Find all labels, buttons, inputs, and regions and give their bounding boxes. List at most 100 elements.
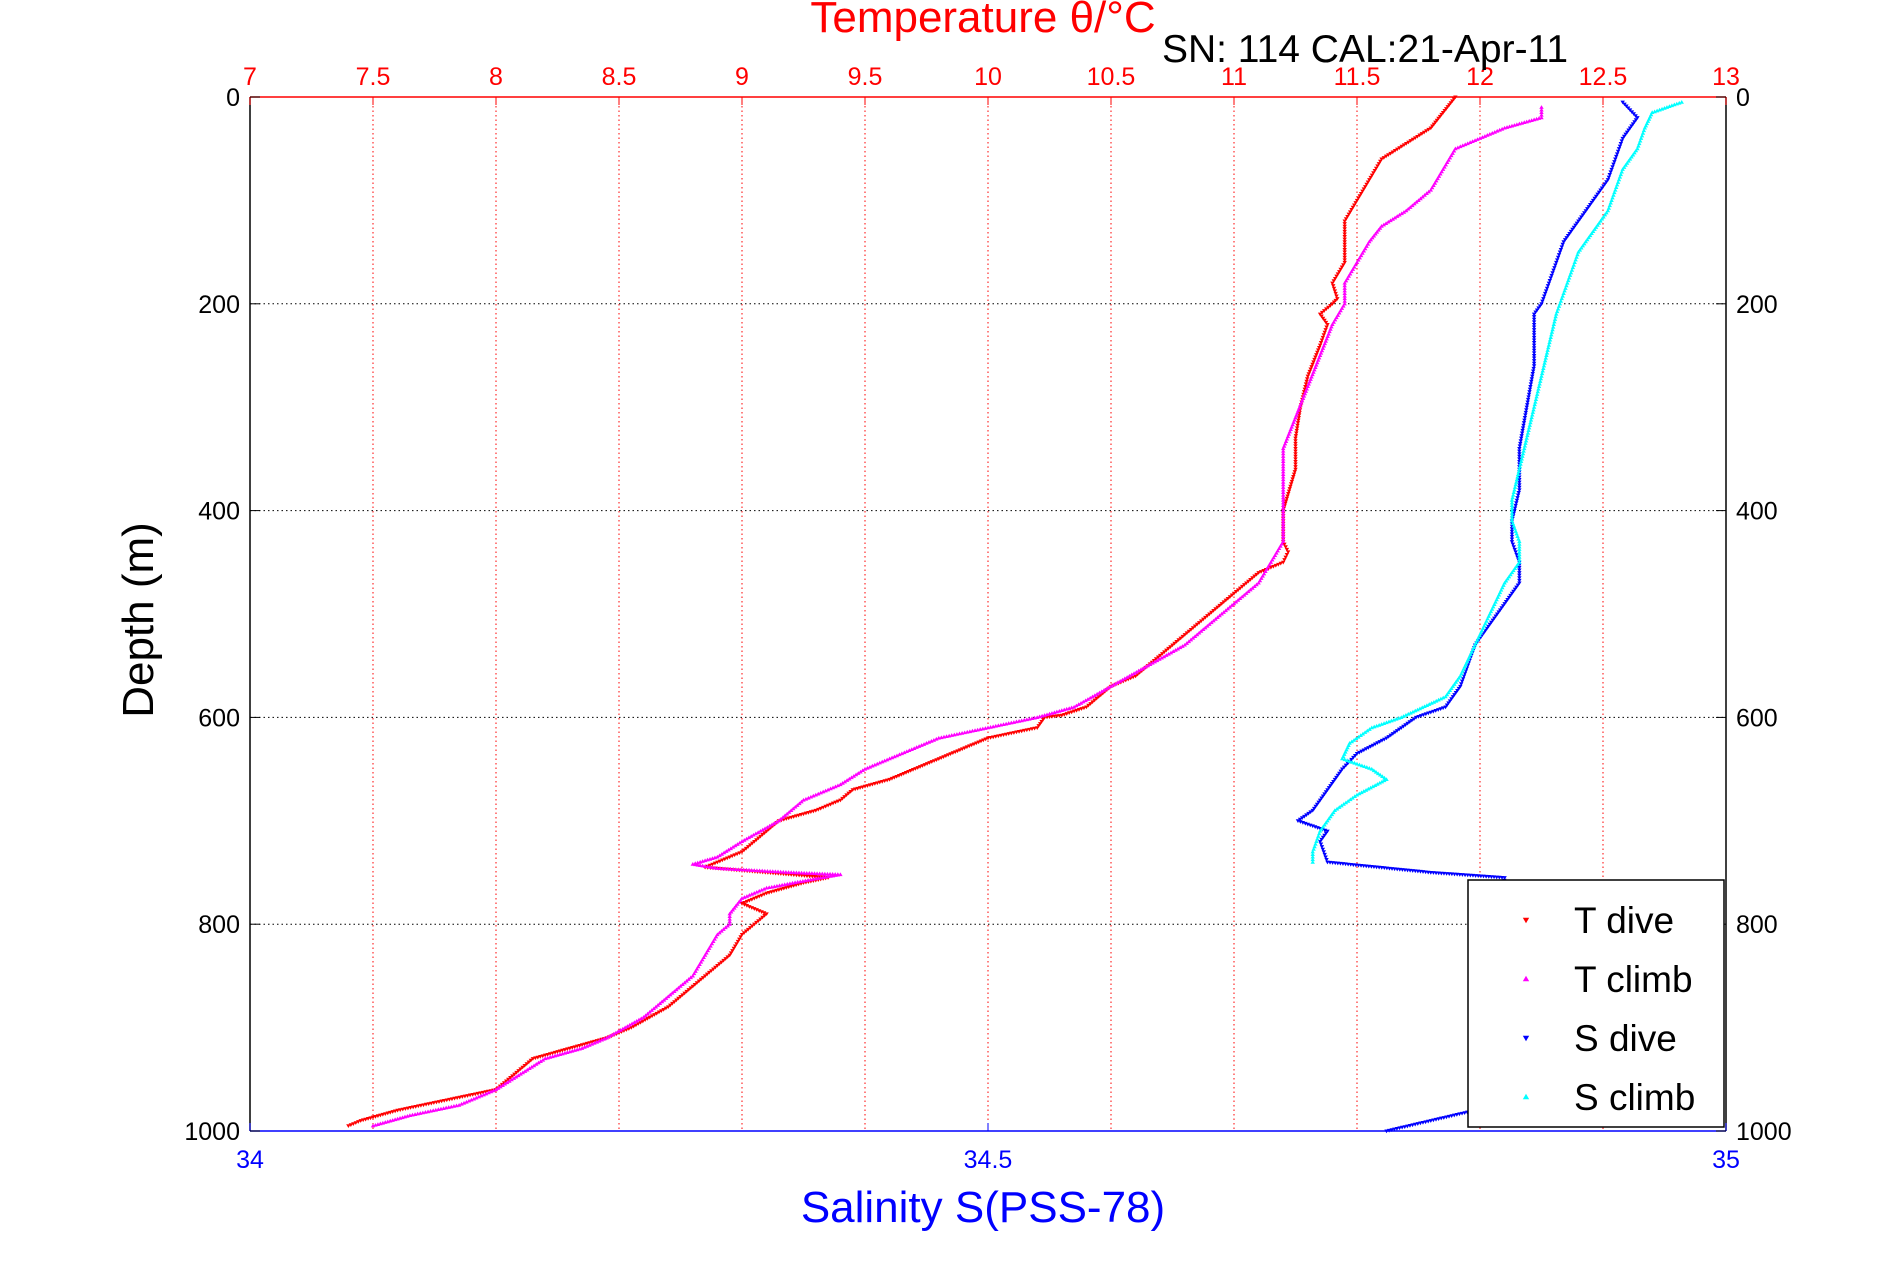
data-point: [1459, 679, 1465, 684]
data-point: [1517, 444, 1523, 449]
data-point: [828, 786, 833, 791]
data-point: [823, 804, 828, 809]
data-point: [1436, 697, 1441, 702]
data-point: [1384, 1129, 1389, 1134]
data-point: [1566, 275, 1572, 280]
data-point: [1342, 286, 1347, 290]
data-point: [765, 825, 770, 829]
data-point: [1531, 315, 1537, 319]
data-point: [996, 723, 1001, 728]
data-point: [1325, 322, 1330, 327]
data-point: [1311, 360, 1316, 365]
data-point: [1027, 716, 1032, 721]
data-point: [1342, 255, 1347, 260]
data-point: [921, 742, 927, 746]
data-point: [1333, 291, 1338, 296]
data-point: [1283, 545, 1288, 549]
data-point: [1281, 469, 1286, 474]
data-point: [1129, 672, 1134, 677]
data-point: [1531, 346, 1537, 350]
data-point: [1281, 464, 1286, 469]
data-point: [1629, 124, 1634, 129]
data-point: [1342, 227, 1347, 232]
data-point: [1349, 760, 1355, 764]
data-point: [483, 1091, 489, 1096]
data-point: [1113, 681, 1118, 686]
data-point: [955, 749, 960, 754]
data-point: [723, 925, 728, 930]
data-point: [1293, 447, 1298, 451]
data-point: [651, 1006, 657, 1011]
data-point: [589, 1041, 595, 1046]
data-points: [346, 95, 1684, 1134]
data-point: [727, 911, 732, 916]
data-point: [1186, 639, 1192, 644]
data-point: [1039, 719, 1044, 724]
data-point: [1607, 203, 1612, 208]
data-point: [1520, 428, 1525, 433]
data-point: [1599, 186, 1605, 191]
data-point: [1565, 234, 1571, 238]
data-point: [1424, 703, 1430, 707]
data-point: [1519, 120, 1525, 125]
data-point: [1460, 677, 1466, 681]
data-point: [907, 748, 912, 753]
data-point: [1509, 510, 1515, 515]
data-point: [1322, 833, 1327, 838]
data-point: [934, 736, 939, 741]
data-point: [1554, 309, 1560, 314]
data-point: [1363, 185, 1368, 189]
data-point: [1550, 271, 1555, 275]
data-point: [1324, 858, 1329, 862]
data-point: [1083, 698, 1088, 703]
data-point: [1588, 202, 1593, 207]
data-point: [1574, 255, 1579, 259]
data-point: [1412, 201, 1417, 206]
top-tick-label: 8: [489, 63, 503, 91]
data-point: [1229, 603, 1235, 607]
data-point: [747, 898, 752, 903]
data-point: [1299, 816, 1305, 821]
data-point: [1342, 291, 1347, 295]
data-point: [1512, 547, 1517, 552]
data-point: [1632, 120, 1637, 125]
data-point: [1341, 263, 1346, 267]
data-point: [1560, 242, 1565, 247]
data-point: [887, 756, 892, 761]
data-point: [625, 1024, 630, 1028]
data-point: [1062, 707, 1067, 712]
data-point: [1427, 702, 1432, 706]
data-point: [889, 776, 895, 781]
data-point: [754, 908, 759, 912]
data-point: [1188, 637, 1194, 642]
data-point: [1396, 727, 1402, 732]
data-point: [702, 858, 708, 863]
data-point: [574, 1047, 580, 1052]
data-point: [1499, 126, 1505, 131]
data-point: [684, 978, 689, 983]
data-point: [1314, 839, 1319, 844]
data-point: [1390, 732, 1396, 736]
data-point: [657, 1001, 663, 1006]
data-point: [1171, 649, 1176, 654]
data-point: [1359, 790, 1364, 795]
data-point: [778, 816, 784, 821]
data-point: [1310, 362, 1315, 367]
data-point: [1527, 423, 1533, 427]
data-point: [1652, 109, 1657, 114]
data-point: [633, 1023, 639, 1028]
legend-marker: [1522, 1035, 1530, 1042]
data-point: [647, 1009, 652, 1014]
data-point: [1368, 744, 1373, 749]
data-point: [1515, 474, 1520, 479]
data-point: [400, 1115, 405, 1120]
data-point: [1281, 459, 1286, 464]
data-point: [730, 949, 735, 953]
data-point: [626, 1027, 632, 1031]
data-point: [1248, 587, 1253, 592]
data-point: [1074, 703, 1079, 708]
data-point: [1408, 710, 1413, 715]
data-point: [1531, 117, 1537, 122]
data-point: [1383, 221, 1389, 225]
